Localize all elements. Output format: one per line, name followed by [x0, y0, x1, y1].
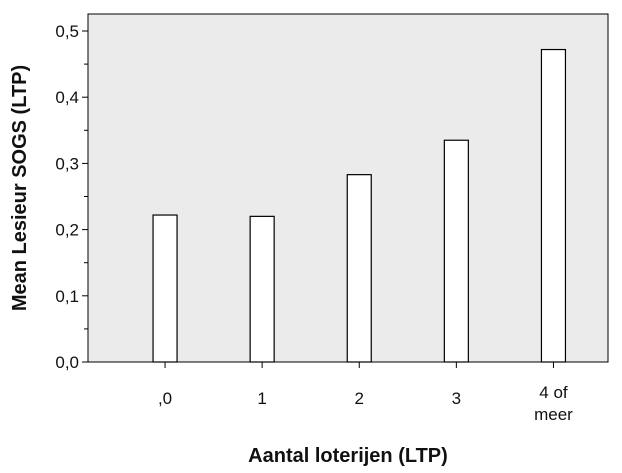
x-tick-label: 2 [355, 389, 364, 408]
bar [443, 139, 469, 363]
x-tick-label-line2: meer [534, 405, 573, 424]
bar [152, 214, 178, 363]
bar [249, 215, 275, 363]
y-tick-label: 0,3 [55, 154, 79, 173]
x-axis: ,0 1 2 3 4 of meer [158, 362, 573, 424]
x-axis-title: Aantal loterijen (LTP) [248, 445, 448, 467]
bar [540, 48, 567, 363]
y-axis: 0,0 0,1 0,2 0,3 0,4 0,5 [55, 22, 88, 372]
y-tick-label: 0,4 [55, 88, 79, 107]
y-tick-label: 0,2 [55, 221, 79, 240]
y-axis-title: Mean Lesieur SOGS (LTP) [9, 65, 31, 311]
y-tick-label: 0,0 [55, 353, 79, 372]
x-tick-label: 1 [257, 389, 266, 408]
bar [346, 174, 372, 363]
y-tick-label: 0,1 [55, 287, 79, 306]
x-tick-label: 3 [452, 389, 461, 408]
x-tick-label: ,0 [158, 389, 172, 408]
y-tick-label: 0,5 [55, 22, 79, 41]
bars-group [152, 48, 567, 363]
x-tick-label: 4 of [539, 383, 568, 402]
